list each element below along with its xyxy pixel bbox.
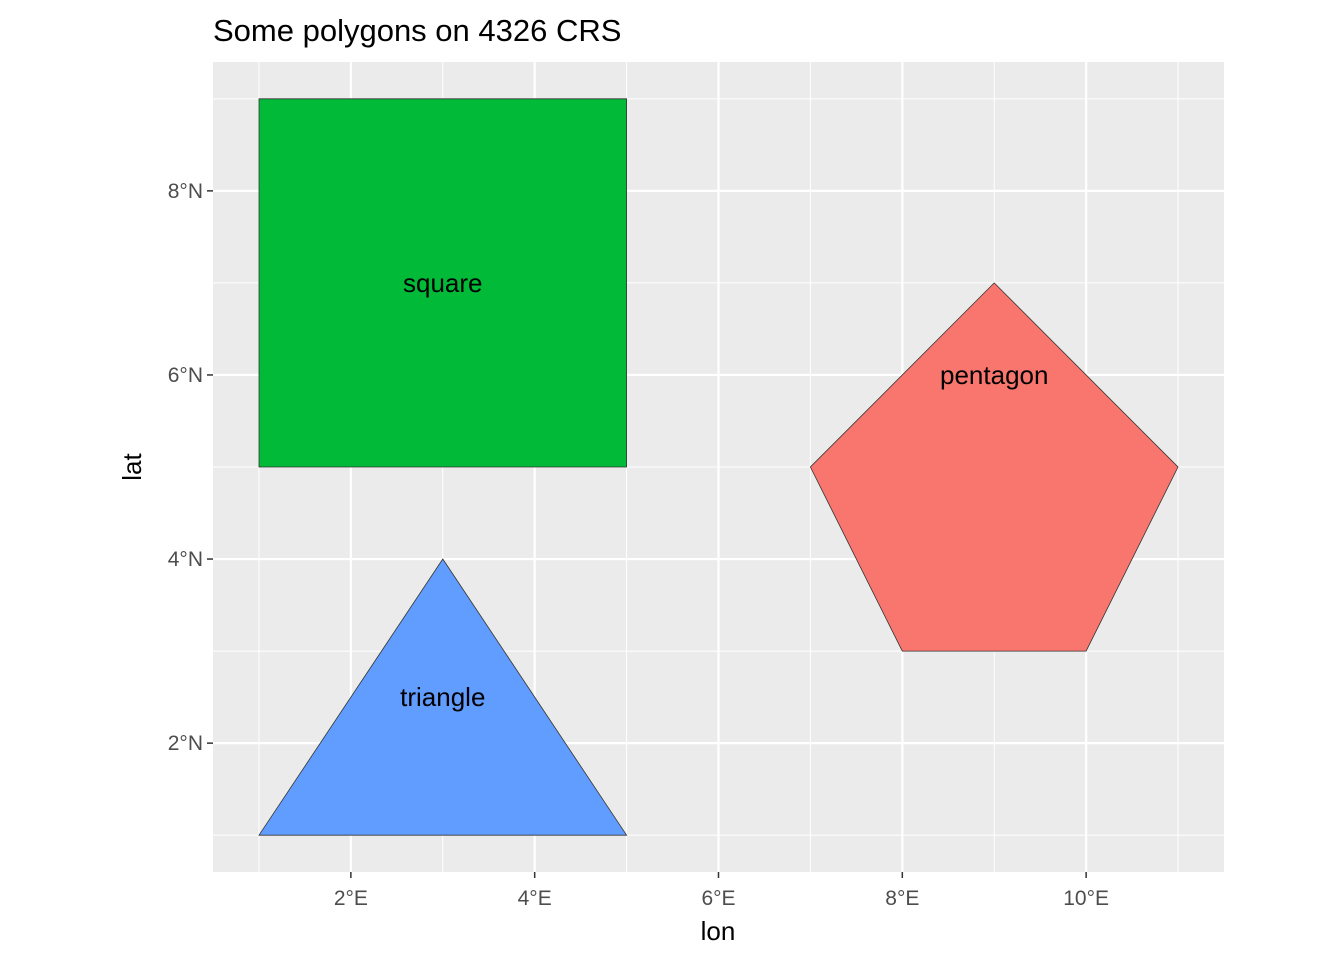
y-tick-label: 6°N bbox=[168, 364, 203, 387]
y-tick-label: 4°N bbox=[168, 548, 203, 571]
polygon-triangle bbox=[258, 558, 628, 836]
x-tick-label: 2°E bbox=[334, 887, 368, 910]
x-tick-label: 6°E bbox=[701, 887, 735, 910]
x-axis: 2°E 4°E 6°E 8°E 10°E bbox=[334, 872, 1109, 910]
polygon-label-pentagon: pentagon bbox=[940, 360, 1048, 390]
polygon-label-square: square bbox=[403, 268, 483, 298]
x-tick-label: 4°E bbox=[518, 887, 552, 910]
polygon-label-layer: pentagon square triangle bbox=[400, 268, 1048, 712]
polygon-label-triangle: triangle bbox=[400, 682, 485, 712]
y-axis-title: lat bbox=[117, 452, 147, 480]
x-tick-label: 8°E bbox=[885, 887, 919, 910]
x-axis-title: lon bbox=[701, 916, 736, 946]
y-tick-label: 8°N bbox=[168, 180, 203, 203]
y-axis: 2°N 4°N 6°N 8°N bbox=[168, 180, 213, 755]
chart-title: Some polygons on 4326 CRS bbox=[213, 13, 621, 48]
polygon-square bbox=[258, 98, 627, 468]
polygon-pentagon bbox=[809, 282, 1179, 652]
y-tick-label: 2°N bbox=[168, 732, 203, 755]
polygon-layer bbox=[258, 98, 1179, 836]
x-tick-label: 10°E bbox=[1063, 887, 1109, 910]
